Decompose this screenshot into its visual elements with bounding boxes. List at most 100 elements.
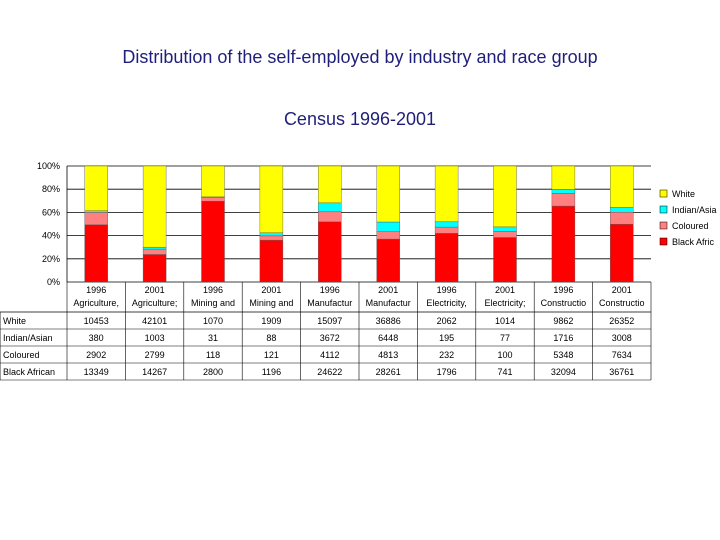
bar-segment-indian-asian — [318, 202, 342, 213]
bar-segment-black-african — [610, 223, 634, 283]
bar-segment-white — [376, 165, 400, 223]
table-cell: 88 — [266, 333, 276, 343]
bar-segment-white — [434, 165, 459, 223]
y-tick-label: 80% — [42, 184, 60, 194]
table-cell: 2799 — [145, 350, 165, 360]
legend-swatch — [659, 237, 668, 246]
bar-segment-indian-asian — [434, 221, 459, 228]
bar-segment-black-african — [493, 237, 517, 283]
table-row-label: White — [3, 316, 26, 326]
bar-segment-black-african — [434, 233, 459, 283]
category-industry-label: Electricity, — [426, 298, 466, 308]
bar-segment-white — [84, 165, 108, 211]
bar-segment-black-african — [201, 200, 225, 283]
table-cell: 1196 — [262, 367, 281, 377]
table-cell: 232 — [439, 350, 454, 360]
table-cell: 5348 — [553, 350, 573, 360]
table-row-label: Coloured — [3, 350, 40, 360]
table-cell: 14267 — [142, 367, 167, 377]
table-cell: 32094 — [551, 367, 576, 377]
table-cell: 36761 — [609, 367, 634, 377]
bar-segment-indian-asian — [551, 189, 576, 194]
y-tick-label: 60% — [42, 207, 60, 217]
category-industry-label: Mining and — [191, 298, 235, 308]
table-cell: 2902 — [86, 350, 106, 360]
table-cell: 9862 — [553, 316, 573, 326]
table-cell: 13349 — [84, 367, 109, 377]
bar-segment-coloured — [201, 197, 225, 202]
table-cell: 1014 — [495, 316, 515, 326]
y-tick-label: 0% — [47, 277, 60, 287]
y-tick-label: 20% — [42, 254, 60, 264]
table-cell: 31 — [208, 333, 218, 343]
bar-segment-coloured — [84, 212, 108, 226]
category-year-label: 1996 — [86, 285, 106, 295]
table-cell: 121 — [264, 350, 279, 360]
legend-swatch — [659, 221, 668, 230]
bar-segment-coloured — [434, 226, 459, 234]
category-industry-label: Agriculture, — [73, 298, 119, 308]
table-cell: 1003 — [145, 333, 165, 343]
category-industry-label: Manufactur — [307, 298, 352, 308]
table-cell: 24622 — [317, 367, 342, 377]
table-cell: 77 — [500, 333, 510, 343]
table-cell: 1796 — [437, 367, 457, 377]
legend-label: Indian/Asia — [672, 205, 717, 215]
bar-segment-indian-asian — [142, 246, 167, 250]
category-year-label: 2001 — [495, 285, 515, 295]
bar-segment-indian-asian — [376, 221, 400, 232]
table-cell: 2800 — [203, 367, 223, 377]
table-cell: 28261 — [376, 367, 401, 377]
y-tick-label: 40% — [42, 231, 60, 241]
table-cell: 6448 — [378, 333, 398, 343]
bar-segment-indian-asian — [493, 226, 517, 232]
bar-segment-coloured — [376, 231, 400, 240]
bar-segment-white — [551, 165, 576, 190]
bar-segment-black-african — [376, 238, 400, 283]
category-year-label: 1996 — [437, 285, 457, 295]
table-cell: 380 — [89, 333, 104, 343]
table-cell: 42101 — [142, 316, 167, 326]
bar-segment-white — [259, 165, 284, 234]
bar-segment-black-african — [84, 224, 108, 283]
legend-swatch — [659, 205, 668, 214]
category-year-label: 1996 — [203, 285, 223, 295]
category-industry-label: Agriculture; — [132, 298, 178, 308]
bar-segment-coloured — [318, 211, 342, 223]
bar-segment-coloured — [259, 235, 284, 241]
table-cell: 10453 — [84, 316, 109, 326]
table-cell: 15097 — [317, 316, 342, 326]
bar-segment-coloured — [142, 248, 167, 255]
bar-segment-white — [142, 165, 167, 248]
table-cell: 36886 — [376, 316, 401, 326]
legend-label: White — [672, 189, 695, 199]
table-cell: 118 — [206, 350, 220, 360]
legend-label: Black Afric — [672, 237, 715, 247]
category-year-label: 2001 — [612, 285, 632, 295]
legend-swatch — [659, 189, 668, 198]
table-cell: 100 — [497, 350, 512, 360]
table-cell: 4112 — [320, 350, 339, 360]
bar-segment-indian-asian — [84, 210, 108, 213]
category-year-label: 2001 — [378, 285, 398, 295]
category-industry-label: Manufactur — [366, 298, 411, 308]
table-cell: 1070 — [203, 316, 223, 326]
table-cell: 7634 — [612, 350, 632, 360]
category-industry-label: Constructio — [541, 298, 587, 308]
bar-segment-coloured — [493, 231, 517, 238]
bar-segment-indian-asian — [259, 232, 284, 237]
bar-segment-black-african — [142, 254, 167, 283]
table-cell: 1716 — [553, 333, 573, 343]
bar-segment-white — [201, 165, 225, 198]
bar-segment-indian-asian — [610, 207, 634, 213]
legend-label: Coloured — [672, 221, 709, 231]
chart-title: Distribution of the self-employed by ind… — [122, 47, 598, 67]
bar-segment-white — [493, 165, 517, 228]
category-industry-label: Mining and — [249, 298, 293, 308]
y-tick-label: 100% — [37, 161, 60, 171]
category-year-label: 1996 — [320, 285, 340, 295]
bar-segment-coloured — [610, 211, 634, 225]
table-cell: 195 — [439, 333, 454, 343]
bar-segment-black-african — [318, 221, 342, 283]
